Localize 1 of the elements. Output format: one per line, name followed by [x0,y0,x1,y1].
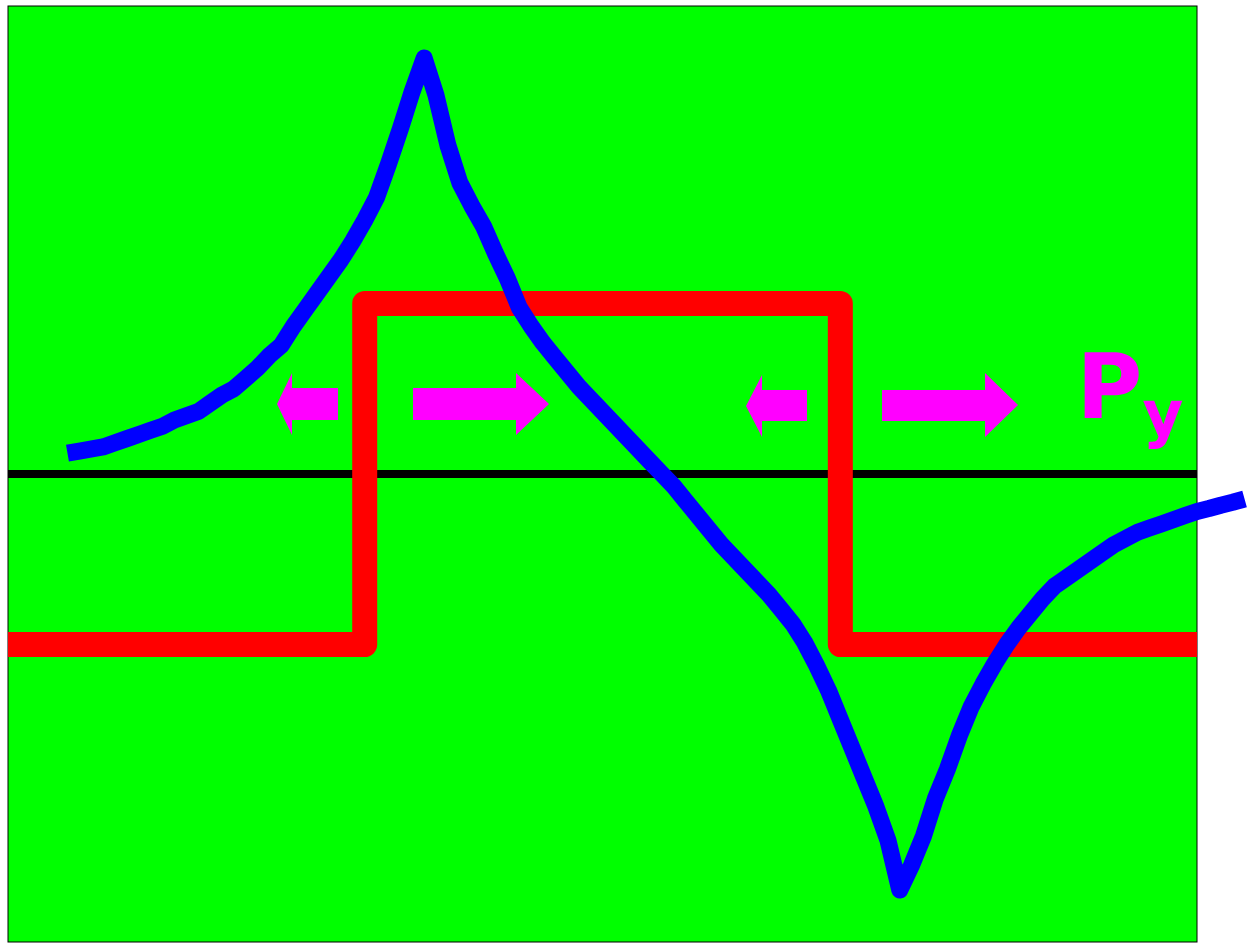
annotation: P$_{y}$ [1084,352,1183,449]
